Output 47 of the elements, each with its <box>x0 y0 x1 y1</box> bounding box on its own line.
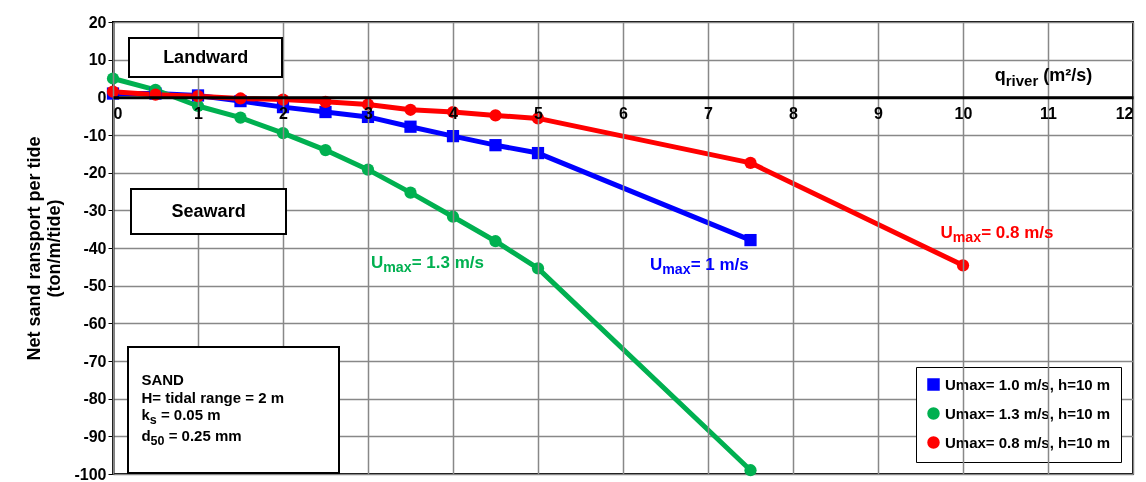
point <box>319 105 332 119</box>
y-tick-label: -60 <box>83 314 107 332</box>
legend-label: Umax= 1.0 m/s, h=10 m <box>945 375 1111 393</box>
y-tick-label: -20 <box>83 164 107 182</box>
y-tick-label: 0 <box>97 88 107 106</box>
x-tick-label: 11 <box>1040 104 1058 122</box>
point <box>489 109 502 122</box>
point <box>234 111 247 124</box>
y-tick-label: 20 <box>88 13 107 31</box>
annotation: U$_{max}$= 1.3 m/s <box>371 253 484 277</box>
y-tick-label: -90 <box>83 427 107 445</box>
point <box>489 139 502 152</box>
y-tick-label: -30 <box>83 201 107 219</box>
y-tick-label: -100 <box>74 465 107 482</box>
annotation: U$_{max}$= 0.8 m/s <box>940 223 1054 246</box>
point <box>404 120 417 133</box>
annotation: Seaward <box>171 200 246 222</box>
x-tick-label: 10 <box>954 104 973 122</box>
text-box: SAND H= tidal range = 2 m k$_{s}$ = 0.05 m d$_{50}$ = 0.25 mm <box>127 345 340 474</box>
legend-label: Umax= 1.3 m/s, h=10 m <box>945 404 1111 422</box>
x-tick-label: 4 <box>449 104 459 122</box>
point <box>744 156 757 169</box>
annotation: SAND H= tidal range = 2 m k$_{s}$ = 0.05 m d$_{50}$ = 0.25 mm <box>141 371 284 449</box>
x-tick-label: 0 <box>113 104 123 122</box>
text-box: Landward <box>128 37 283 79</box>
point <box>404 186 417 199</box>
point <box>404 103 417 116</box>
y-tick-label: -80 <box>83 390 107 408</box>
x-tick-label: 9 <box>874 104 884 122</box>
legend-label: Umax= 0.8 m/s, h=10 m <box>945 433 1111 451</box>
point <box>744 464 757 477</box>
x-tick-label: 6 <box>619 104 629 122</box>
y-tick-label: 10 <box>88 51 107 69</box>
y-tick-label: -10 <box>83 126 107 144</box>
point <box>744 233 757 247</box>
y-tick-label: -40 <box>83 239 107 257</box>
x-axis-title: q$_{river}$ (m²/s) <box>994 64 1093 89</box>
annotation: U$_{max}$= 1 m/s <box>650 255 749 279</box>
text-box: Seaward <box>130 187 288 235</box>
x-tick-label: 7 <box>704 104 714 122</box>
point <box>489 235 502 248</box>
x-tick-label: 8 <box>789 104 799 122</box>
point <box>319 143 332 157</box>
y-axis-title: Net sand ransport per tide (ton/m/tide) <box>24 136 65 361</box>
y-tick-label: -70 <box>83 352 107 370</box>
y-tick-label: -50 <box>83 277 107 295</box>
annotation: Landward <box>163 47 249 69</box>
